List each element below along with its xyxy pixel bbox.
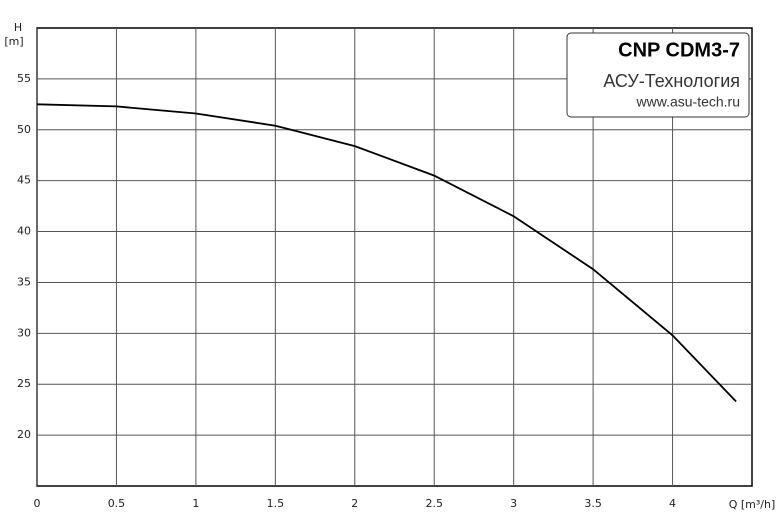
x-tick-label: 3 <box>510 497 517 510</box>
title-box: CNP CDM3-7 АСУ-Технология www.asu-tech.r… <box>566 32 750 118</box>
annotation: www.asu-tech.ru <box>636 94 740 110</box>
x-tick-label: 3.5 <box>584 497 602 510</box>
y-tick-label: 50 <box>17 123 31 136</box>
y-tick-label: 35 <box>17 275 31 288</box>
y-axis-label: H <box>14 21 22 34</box>
y-axis-unit: [m] <box>4 35 23 48</box>
y-tick-label: 30 <box>17 326 31 339</box>
x-tick-label: 4 <box>669 497 676 510</box>
title-frame <box>566 32 750 118</box>
x-tick-label: 1.5 <box>267 497 285 510</box>
y-tick-label: 40 <box>17 225 31 238</box>
y-tick-label: 20 <box>17 428 31 441</box>
curve <box>36 103 737 403</box>
x-tick-label: 1 <box>192 497 199 510</box>
x-tick-label: 2.5 <box>425 497 443 510</box>
x-tick-label: 2 <box>351 497 358 510</box>
y-tick-label: 25 <box>17 377 31 390</box>
y-tick-label: 55 <box>17 72 31 85</box>
chart-subtitle: АСУ-Технология <box>603 71 740 91</box>
y-tick-label: 45 <box>17 174 31 187</box>
x-tick-label: 0 <box>34 497 41 510</box>
chart-title: CNP CDM3-7 <box>618 39 740 61</box>
x-tick-label: 0.5 <box>108 497 126 510</box>
x-axis-label: Q [m³/h] <box>729 498 776 511</box>
